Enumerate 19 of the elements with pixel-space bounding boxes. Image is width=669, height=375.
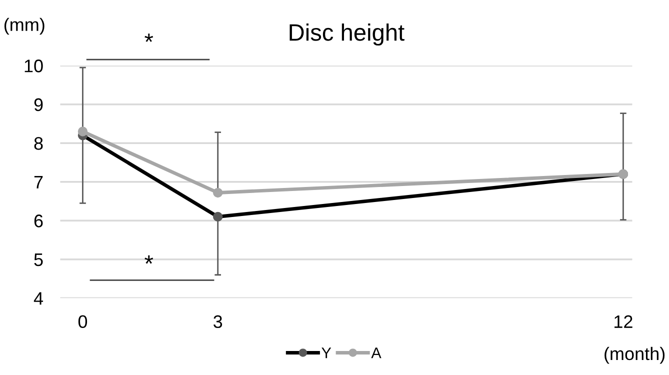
legend-label: Y <box>322 348 332 358</box>
y-tick-label: 7 <box>34 176 43 188</box>
x-tick-label: 12 <box>614 315 632 328</box>
annotation: * <box>144 255 154 264</box>
chart-title: Disc height <box>290 24 404 46</box>
y-tick-label: 6 <box>34 214 43 228</box>
y-tick-label: 8 <box>34 137 43 150</box>
point <box>78 126 88 136</box>
x-axis-title: (month) <box>604 346 665 364</box>
y-tick-label: 4 <box>34 292 44 305</box>
y-tick-label: 5 <box>34 253 43 266</box>
y-tick-label: 10 <box>24 60 43 72</box>
y-tick-label: 9 <box>34 98 43 112</box>
x-tick-label: 0 <box>78 315 88 328</box>
y-axis-title: (mm) <box>4 18 44 35</box>
legend-label: A <box>371 348 382 358</box>
text: * <box>144 34 154 42</box>
x-tick-label: 3 <box>214 315 222 328</box>
point <box>212 188 223 198</box>
